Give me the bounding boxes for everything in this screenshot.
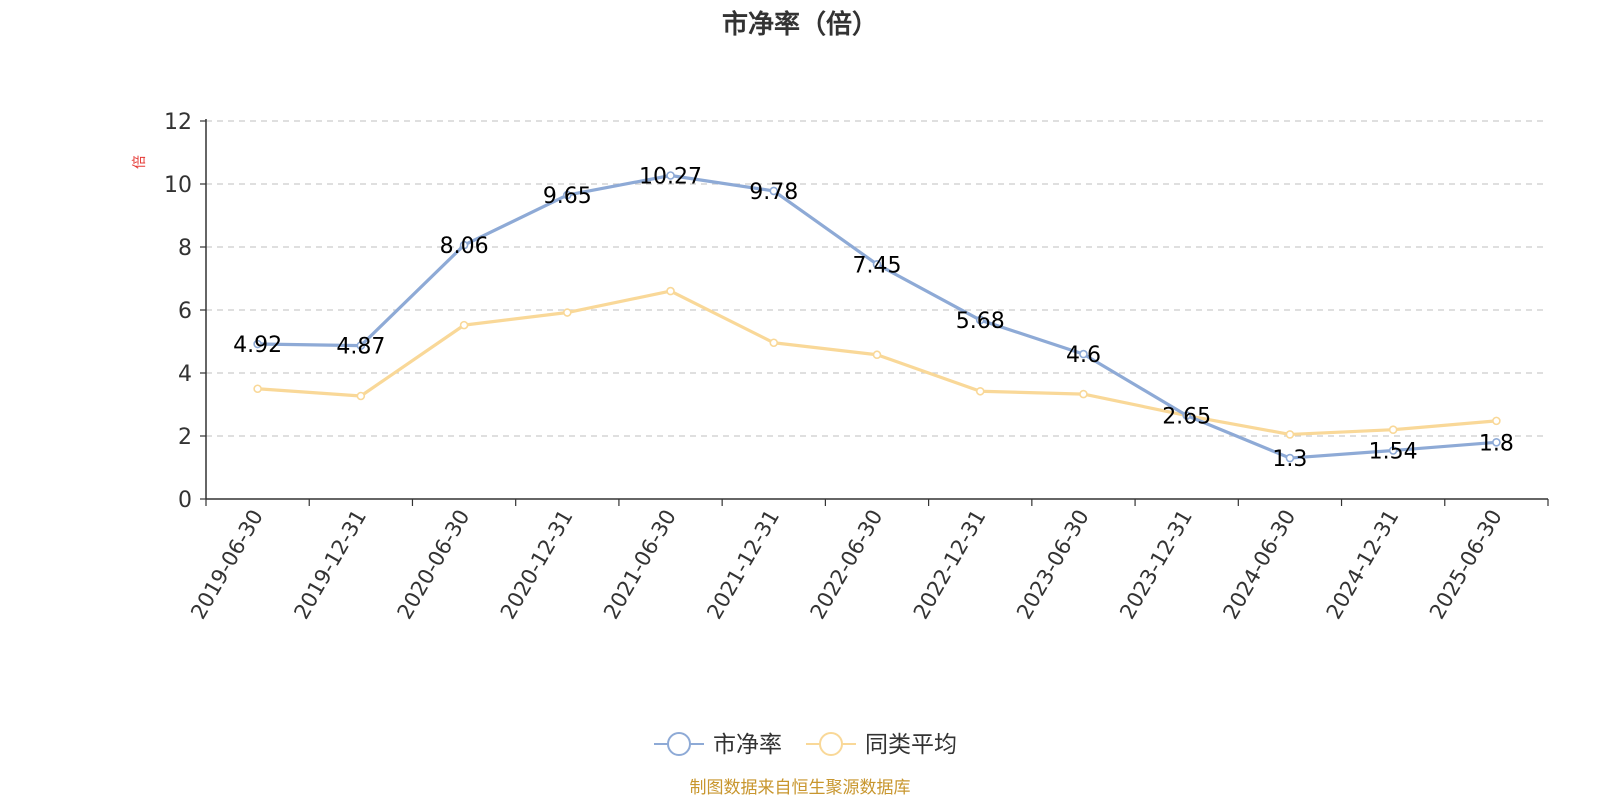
x-tick-label: 2020-12-31 (496, 506, 578, 624)
data-point (1182, 411, 1191, 420)
y-tick-label: 4 (178, 362, 192, 387)
axes: 0 2 4 6 8 10 12 2019-06-30 2019-12-31 2020-06-30 2… (164, 110, 1549, 624)
data-label: 8.06 (440, 234, 489, 259)
legend[interactable]: 市净率 同类平均 (654, 732, 957, 758)
data-point (872, 260, 882, 269)
legend-item[interactable]: 市净率 (654, 732, 782, 758)
data-point (1492, 437, 1501, 447)
x-tick-label: 2020-06-30 (393, 506, 475, 624)
data-label: 1.54 (1369, 439, 1418, 464)
data-point (459, 320, 469, 330)
data-label: 4.87 (336, 335, 385, 360)
x-tick-label: 2024-12-31 (1322, 506, 1404, 624)
data-label: 4.92 (233, 333, 282, 358)
source-note: 制图数据来自恒生聚源数据库 (690, 778, 911, 798)
data-label: 1.8 (1479, 431, 1514, 456)
data-point (1079, 349, 1088, 359)
data-point (872, 350, 882, 360)
data-point (459, 240, 469, 250)
data-point (666, 171, 675, 180)
legend-label: 市净率 (713, 732, 782, 758)
data-label: 7.45 (853, 253, 902, 278)
series-lines (253, 171, 1501, 463)
data-point (769, 338, 779, 348)
data-point (1388, 446, 1398, 455)
y-tick-label: 0 (178, 488, 192, 513)
data-label: 5.68 (956, 309, 1005, 334)
x-tick-label: 2023-12-31 (1115, 506, 1197, 624)
x-tick-label: 2025-06-30 (1425, 506, 1507, 624)
data-point (356, 341, 366, 350)
data-point (975, 315, 985, 325)
y-tick-label: 8 (178, 236, 192, 261)
data-point (356, 391, 366, 401)
y-tick-label: 12 (164, 110, 192, 135)
data-point (1492, 416, 1501, 426)
data-point (975, 386, 985, 396)
data-point (563, 190, 572, 200)
series-line (256, 289, 1498, 437)
series-line (256, 173, 1498, 460)
x-tick-label: 2024-06-30 (1218, 506, 1300, 624)
data-point (1285, 430, 1295, 439)
data-point (769, 186, 779, 196)
y-tick-label: 10 (164, 173, 192, 198)
data-point (1388, 425, 1398, 435)
legend-label: 同类平均 (865, 732, 957, 758)
legend-item[interactable]: 同类平均 (806, 732, 957, 758)
x-tick-label: 2019-12-31 (289, 506, 371, 624)
side-unit-mark: 倍 (132, 155, 148, 169)
x-tick-label: 2022-12-31 (909, 506, 991, 624)
data-point (253, 339, 262, 349)
data-point (1285, 453, 1295, 463)
x-tick-label: 2021-12-31 (702, 506, 784, 624)
x-tick-label: 2023-06-30 (1012, 506, 1094, 624)
data-point (1079, 389, 1088, 399)
y-tick-label: 2 (178, 425, 192, 450)
data-label: 9.78 (749, 180, 798, 205)
x-tick-label: 2019-06-30 (186, 506, 268, 624)
data-label: 10.27 (639, 164, 702, 189)
chart-title: 市净率（倍） (722, 9, 878, 40)
legend-circle-icon (667, 732, 691, 756)
y-tick-label: 6 (178, 299, 192, 324)
data-point (253, 384, 262, 394)
x-tick-label: 2022-06-30 (806, 506, 888, 624)
data-labels: 4.92 4.87 8.06 9.65 10.27 9.78 7.45 5.68 4.6 2.65… (233, 164, 1514, 472)
data-point (563, 308, 572, 317)
data-label: 1.3 (1272, 447, 1307, 472)
data-label: 2.65 (1162, 405, 1211, 430)
legend-circle-icon (819, 732, 843, 756)
data-label: 9.65 (543, 184, 592, 209)
x-tick-label: 2021-06-30 (599, 506, 681, 624)
grid-lines (206, 120, 1548, 437)
data-point (666, 286, 675, 296)
data-label: 4.6 (1066, 343, 1101, 368)
